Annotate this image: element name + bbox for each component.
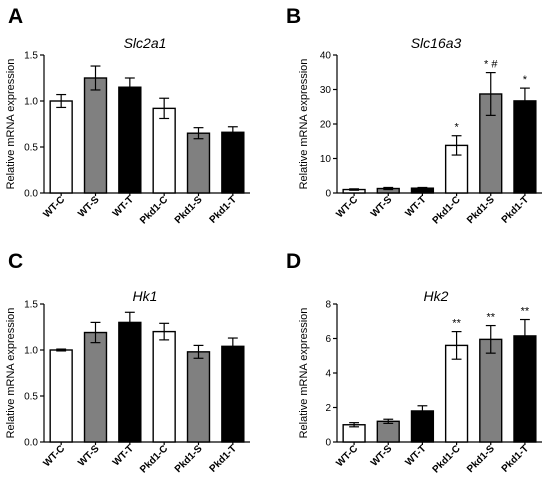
- significance-mark: *: [523, 74, 528, 86]
- panel-a: A Slc2a1 Relative mRNA expression 0.0 0.5 1.0…: [5, 5, 250, 226]
- y-tick-label: 1.0: [24, 97, 38, 108]
- y-tick-label: 40: [320, 51, 332, 62]
- y-tick-label: 1.0: [24, 346, 38, 357]
- x-tick-label: WT-S: [369, 194, 395, 220]
- significance-mark: **: [486, 312, 495, 324]
- panel-letter: C: [8, 250, 23, 273]
- panel-letter: B: [286, 5, 301, 28]
- y-tick-label: 2: [325, 403, 331, 414]
- bar: [83, 331, 108, 443]
- panel-d: D Hk2 Relative mRNA expression 0 2 4 6 8 WT-C WT-…: [286, 250, 542, 475]
- bar: [479, 338, 503, 443]
- x-tick-label: WT-C: [41, 194, 67, 220]
- panel-letter: D: [286, 250, 301, 273]
- x-tick-label: Pkd1-C: [431, 194, 463, 226]
- bar: [186, 132, 211, 194]
- chart-title: Slc16a3: [411, 35, 462, 51]
- x-tick-label: WT-S: [369, 443, 395, 469]
- bar: [152, 330, 176, 443]
- y-tick-label: 10: [320, 154, 332, 165]
- y-tick-label: 0: [325, 189, 331, 200]
- significance-mark: **: [521, 306, 530, 318]
- y-tick-label: 8: [325, 300, 331, 311]
- y-tick-label: 1.5: [24, 51, 38, 62]
- x-tick-label: WT-C: [41, 443, 67, 469]
- y-tick-label: 30: [320, 85, 332, 96]
- x-tick-label: Pkd1-C: [431, 443, 463, 475]
- panel-letter: A: [8, 5, 23, 28]
- y-tick-label: 6: [325, 334, 331, 345]
- bar: [221, 345, 245, 443]
- x-tick-label: Pkd1-S: [173, 443, 205, 475]
- bar: [513, 100, 537, 194]
- y-tick-label: 0.5: [24, 143, 38, 154]
- y-axis-label: Relative mRNA expression: [5, 308, 17, 439]
- panel-c: C Hk1 Relative mRNA expression 0.0 0.5 1.0 1.5…: [5, 250, 250, 475]
- significance-mark: * #: [484, 59, 498, 71]
- y-tick-label: 1.5: [24, 300, 38, 311]
- y-axis-label: Relative mRNA expression: [5, 59, 17, 190]
- chart-title: Hk2: [424, 288, 449, 304]
- y-axis-label: Relative mRNA expression: [298, 308, 310, 439]
- x-tick-label: WT-C: [334, 194, 360, 220]
- x-tick-label: Pkd1-S: [465, 443, 497, 475]
- y-tick-label: 4: [325, 369, 331, 380]
- chart-title: Hk1: [133, 288, 158, 304]
- significance-mark: **: [452, 318, 461, 330]
- x-tick-label: WT-S: [76, 443, 102, 469]
- y-axis-label: Relative mRNA expression: [298, 59, 310, 190]
- significance-mark: *: [454, 122, 459, 134]
- y-tick-label: 0: [325, 438, 331, 449]
- x-tick-label: Pkd1-S: [465, 194, 497, 226]
- bar: [152, 107, 176, 194]
- x-tick-label: Pkd1-C: [138, 443, 170, 475]
- bar: [444, 344, 469, 443]
- x-tick-label: Pkd1-T: [500, 443, 531, 474]
- x-tick-label: WT-T: [403, 443, 428, 468]
- y-tick-label: 0.5: [24, 392, 38, 403]
- y-tick-label: 20: [320, 120, 332, 131]
- bar: [118, 86, 142, 194]
- bar: [118, 321, 142, 443]
- x-tick-label: Pkd1-T: [208, 443, 239, 474]
- x-tick-label: Pkd1-C: [138, 194, 170, 226]
- chart-title: Slc2a1: [124, 35, 167, 51]
- x-tick-label: WT-T: [403, 194, 428, 219]
- bar: [49, 349, 73, 443]
- x-tick-label: Pkd1-S: [173, 194, 205, 226]
- x-tick-label: WT-S: [76, 194, 102, 220]
- x-tick-label: WT-T: [111, 194, 136, 219]
- bar: [49, 100, 73, 194]
- x-tick-label: WT-C: [334, 443, 360, 469]
- panel-b: B Slc16a3 Relative mRNA expression 0 10 20 30 4…: [286, 5, 542, 226]
- bar: [186, 351, 211, 443]
- bar: [221, 131, 245, 194]
- x-tick-label: Pkd1-T: [208, 194, 239, 225]
- y-tick-label: 0.0: [24, 438, 38, 449]
- x-tick-label: Pkd1-T: [500, 194, 531, 225]
- bar: [83, 77, 108, 194]
- y-tick-label: 0.0: [24, 189, 38, 200]
- bar: [376, 420, 400, 443]
- x-tick-label: WT-T: [111, 443, 136, 468]
